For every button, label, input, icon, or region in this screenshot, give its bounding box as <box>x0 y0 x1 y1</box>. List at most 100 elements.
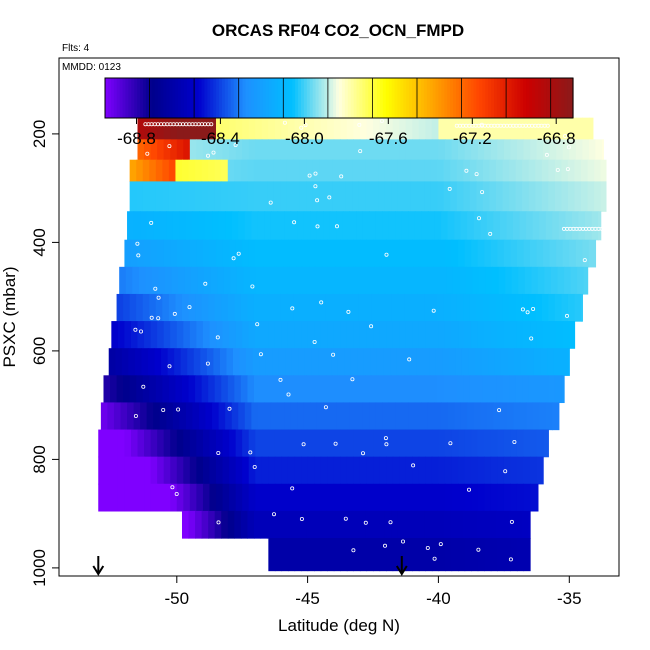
heat-cell <box>227 510 235 539</box>
colorbar-swatch <box>222 78 226 118</box>
heat-cell <box>320 429 328 458</box>
flights-label: Flts: 4 <box>62 43 90 54</box>
heat-cell <box>335 266 343 295</box>
heat-cell <box>129 159 137 182</box>
heat-cell <box>286 375 294 404</box>
heat-cell <box>260 181 268 212</box>
colorbar-swatch <box>458 78 463 118</box>
heat-cell <box>176 429 184 458</box>
heat-cell <box>506 211 514 241</box>
heat-cell <box>197 266 205 295</box>
heat-cell <box>240 510 249 539</box>
colorbar-swatch <box>333 78 337 118</box>
colorbar-swatch <box>485 78 489 118</box>
heat-cell <box>290 402 298 431</box>
heat-cell <box>346 117 354 140</box>
colorbar-tick-label: -67.2 <box>453 129 492 148</box>
heat-cell <box>146 211 154 241</box>
observation-point <box>346 309 351 314</box>
colorbar-tick-label: -68.0 <box>285 129 324 148</box>
heat-cell <box>170 117 178 140</box>
heat-cell <box>595 139 603 161</box>
heat-cell <box>405 139 413 161</box>
heat-cell <box>314 239 322 268</box>
heat-cell <box>543 429 549 458</box>
observation-point <box>384 252 389 257</box>
heat-cell <box>346 321 354 349</box>
heat-cell <box>168 293 177 322</box>
heat-cell <box>336 211 344 241</box>
heat-cell <box>202 429 211 458</box>
heat-cell <box>218 211 226 241</box>
heat-cell <box>386 239 394 268</box>
heat-cell <box>248 139 256 161</box>
heat-cell <box>471 456 479 485</box>
heat-cell <box>571 211 580 241</box>
heat-cell <box>458 538 466 572</box>
heat-cell <box>253 181 262 212</box>
heat-cell <box>503 538 511 572</box>
heat-cell <box>539 402 547 431</box>
heat-cell <box>456 510 464 539</box>
heat-cell <box>274 456 283 485</box>
heat-cell <box>281 321 289 349</box>
colorbar-swatch <box>494 78 498 118</box>
heat-cell <box>108 348 116 376</box>
heat-cell <box>332 375 340 404</box>
heat-cell <box>332 181 340 212</box>
heat-cell <box>204 266 212 295</box>
heat-cell <box>150 139 158 161</box>
observation-point <box>363 520 368 525</box>
colorbar-tick-label: -66.8 <box>537 129 576 148</box>
heat-cell <box>267 510 275 539</box>
heat-cell <box>188 159 196 182</box>
heat-cell <box>359 456 368 485</box>
heat-cell <box>130 483 139 512</box>
heat-cell <box>117 429 126 458</box>
heat-cell <box>443 181 451 212</box>
heat-cell <box>575 117 583 140</box>
colorbar-swatch <box>172 78 176 118</box>
observation-point <box>466 487 471 492</box>
heat-cell <box>281 139 289 161</box>
heat-cell <box>281 538 289 572</box>
heat-cell <box>260 293 268 322</box>
heat-cell <box>392 139 400 161</box>
heat-cell <box>176 117 184 140</box>
heat-cell <box>183 429 191 458</box>
heat-cell <box>397 181 406 212</box>
heat-cell <box>276 266 284 295</box>
heat-cell <box>477 538 485 572</box>
heat-cell <box>471 239 479 268</box>
heat-cell <box>373 321 381 349</box>
heat-cell <box>532 211 540 241</box>
heat-cell <box>201 159 209 182</box>
heat-cell <box>150 117 158 140</box>
heat-cell <box>458 139 466 161</box>
heat-cell <box>393 266 402 295</box>
heat-cell <box>482 159 491 182</box>
heat-cell <box>490 483 498 512</box>
heat-cell <box>149 293 157 322</box>
colorbar-swatch <box>570 78 574 118</box>
colorbar-swatch <box>107 78 112 118</box>
heat-cell <box>384 181 392 212</box>
colorbar-swatch <box>178 78 182 118</box>
heat-cell <box>418 321 426 349</box>
heat-cell <box>379 321 387 349</box>
heat-cell <box>356 211 364 241</box>
colorbar-swatch <box>125 78 129 118</box>
heat-cell <box>341 266 349 295</box>
heat-cell <box>523 456 531 485</box>
heat-cell <box>371 293 379 322</box>
observation-point <box>566 145 571 150</box>
heat-cell <box>189 483 197 512</box>
heat-cell <box>359 429 368 458</box>
heat-cell <box>222 139 230 161</box>
colorbar-swatch <box>403 78 407 118</box>
heat-cell <box>206 348 214 376</box>
heat-cell <box>127 402 135 431</box>
heat-cell <box>469 181 477 212</box>
heat-cell <box>458 117 466 140</box>
